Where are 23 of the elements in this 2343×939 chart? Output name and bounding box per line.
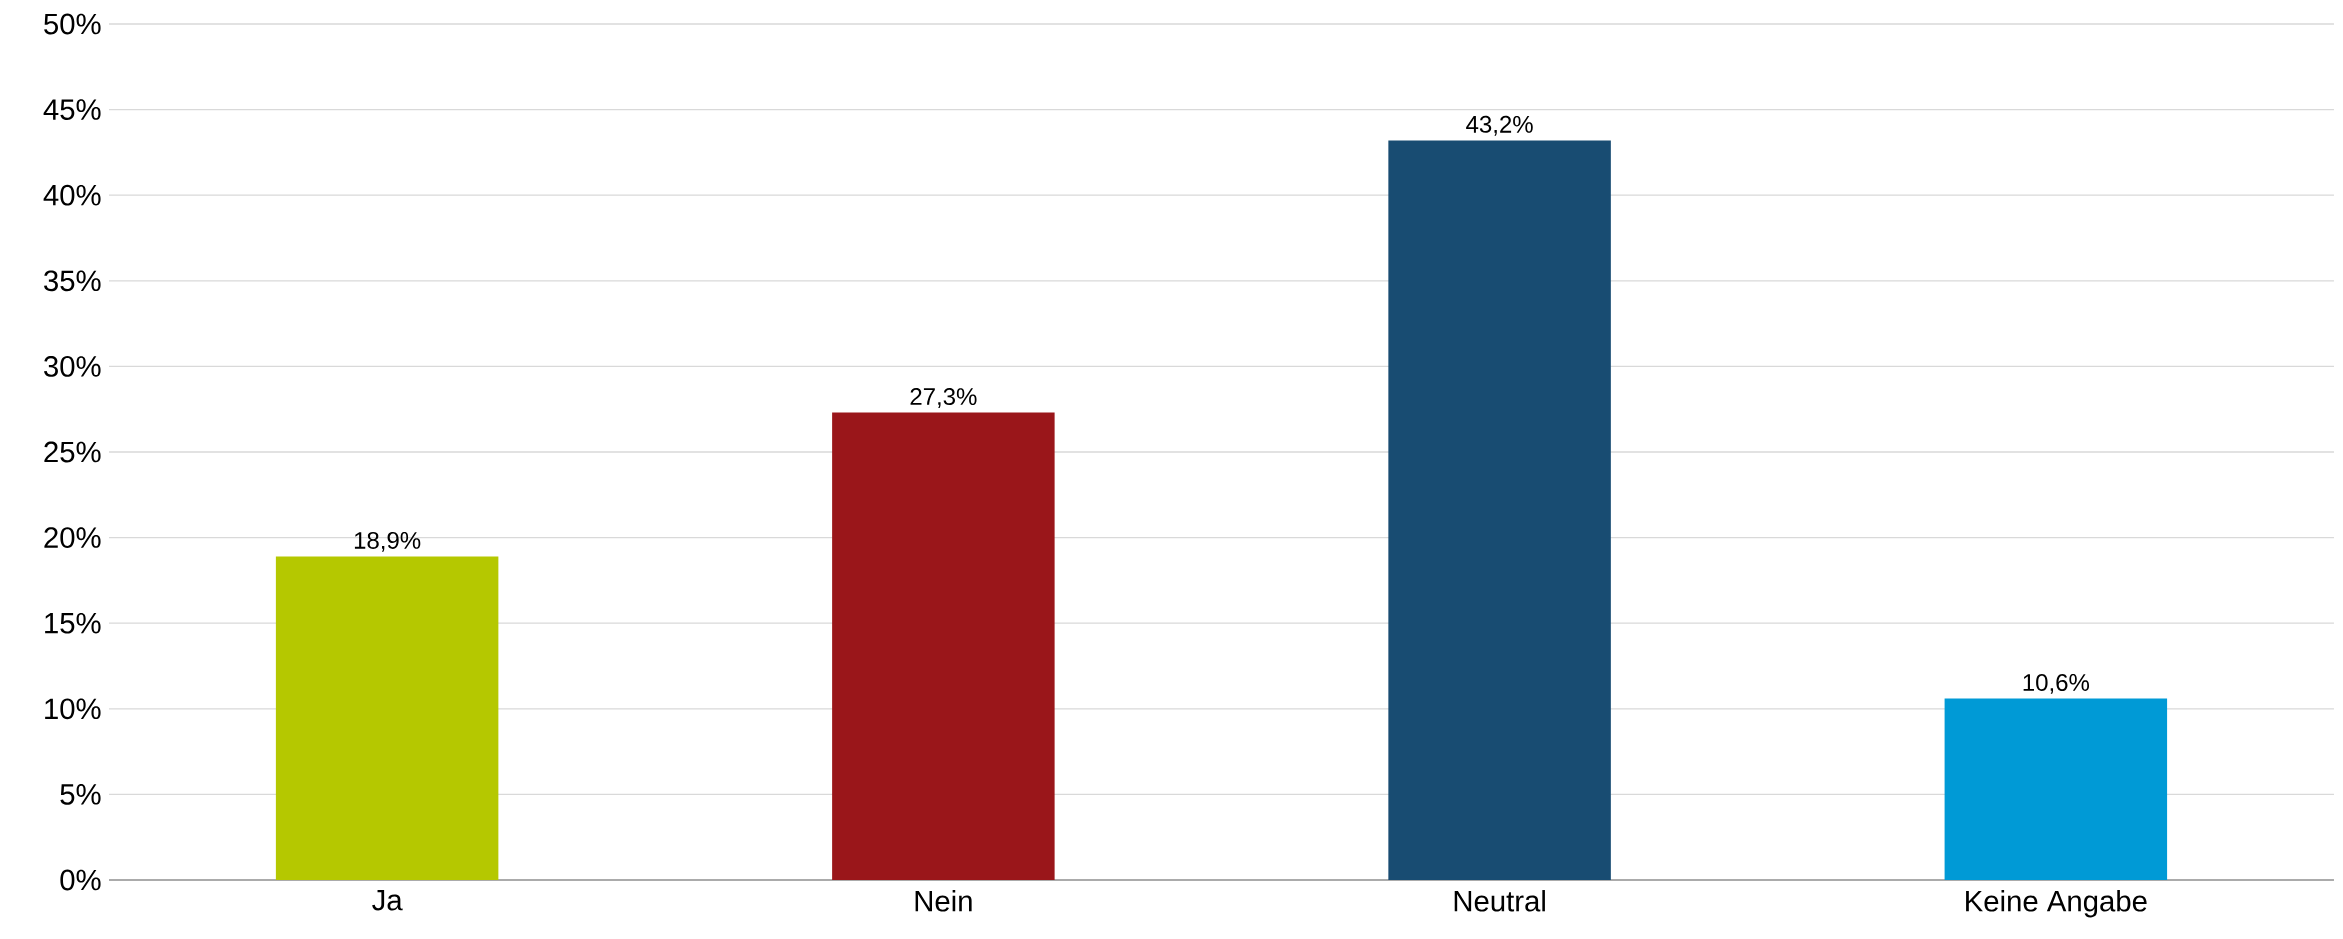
- y-tick-label: 30%: [44, 356, 101, 377]
- data-label: 10,6%: [2023, 673, 2090, 694]
- y-tick-label: 0%: [60, 869, 101, 891]
- y-tick-label: 50%: [44, 13, 101, 35]
- bar: [832, 412, 1055, 880]
- y-tick-label: 40%: [43, 184, 101, 206]
- y-tick-label: 25%: [44, 441, 101, 463]
- data-label: 18,9%: [354, 531, 421, 552]
- y-tick-label: 10%: [45, 698, 101, 720]
- y-tick-label: 45%: [43, 99, 101, 120]
- data-label: 43,2%: [1466, 115, 1533, 136]
- y-tick-label: 20%: [44, 527, 101, 548]
- x-tick-label: Ja: [372, 890, 403, 911]
- x-tick-label: Neutral: [1454, 890, 1545, 912]
- bar: [1944, 698, 2168, 880]
- x-tick-label: Nein: [915, 890, 972, 912]
- bar: [275, 556, 499, 880]
- bar: [1388, 140, 1611, 880]
- y-tick-label: 15%: [45, 612, 101, 634]
- x-tick-label: Keine Angabe: [1966, 890, 2147, 918]
- data-label: 27,3%: [910, 388, 977, 408]
- y-tick-label: 35%: [44, 270, 101, 292]
- y-tick-label: 5%: [60, 784, 101, 805]
